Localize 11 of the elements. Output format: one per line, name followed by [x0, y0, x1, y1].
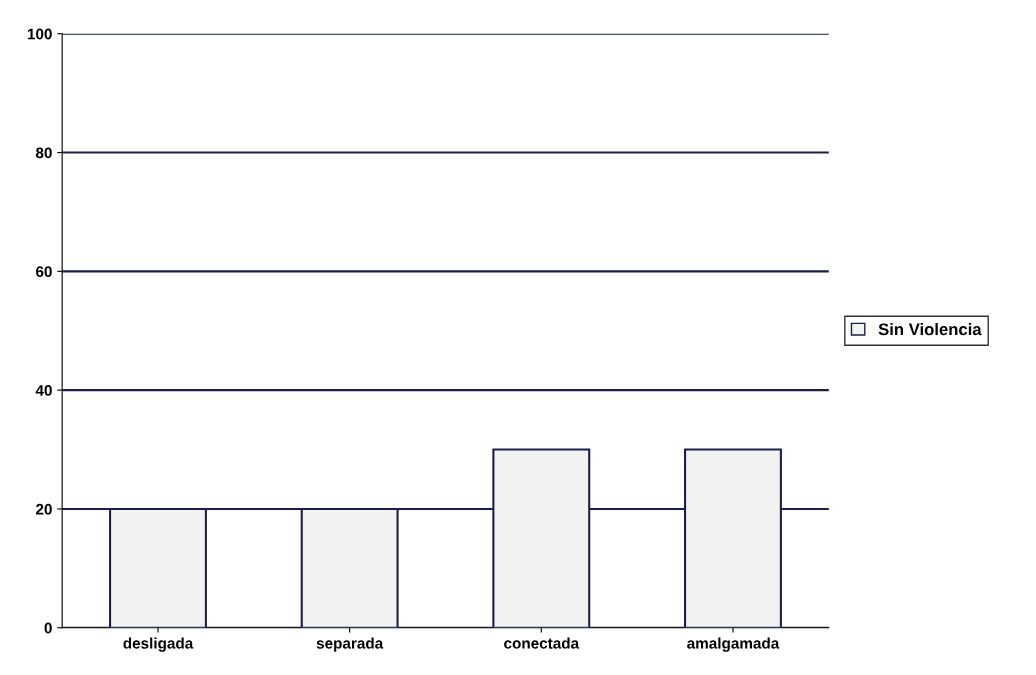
- x-tick-label: separada: [316, 637, 384, 652]
- y-tick-label: 60: [36, 266, 52, 278]
- y-tick-label: 20: [35, 503, 52, 515]
- y-tick-label: 0: [44, 622, 52, 634]
- x-tick-label: conectada: [504, 637, 580, 649]
- y-tick-label: 40: [35, 385, 52, 396]
- y-tick-label: 100: [27, 28, 52, 40]
- x-tick-label: amalgamada: [687, 637, 780, 652]
- y-tick-label: 80: [35, 147, 52, 159]
- x-tick-label: desligada: [123, 637, 194, 652]
- legend-label: Sin Violencia: [878, 322, 982, 336]
